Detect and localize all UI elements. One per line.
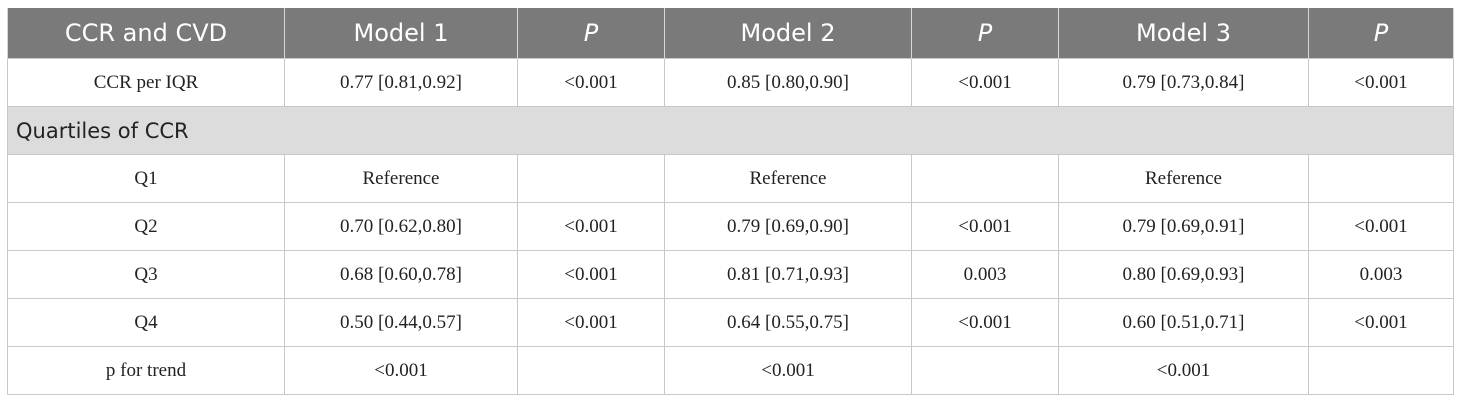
table-row-p-for-trend: p for trend <0.001 <0.001 <0.001 [7, 346, 1454, 395]
header-model-2: Model 2 [664, 8, 912, 59]
table-cell: Reference [284, 154, 518, 203]
section-row-quartiles: Quartiles of CCR [7, 106, 1454, 155]
table-cell: <0.001 [1308, 298, 1454, 347]
table-cell: 0.85 [0.80,0.90] [664, 58, 912, 107]
table-row-q2: Q2 0.70 [0.62,0.80] <0.001 0.79 [0.69,0.… [7, 202, 1454, 251]
table-cell: 0.77 [0.81,0.92] [284, 58, 518, 107]
table-row-q3: Q3 0.68 [0.60,0.78] <0.001 0.81 [0.71,0.… [7, 250, 1454, 299]
table-cell: <0.001 [1308, 58, 1454, 107]
table-cell: <0.001 [911, 58, 1059, 107]
table-cell [517, 346, 665, 395]
table-cell: <0.001 [284, 346, 518, 395]
section-label: Quartiles of CCR [7, 106, 1454, 155]
table-cell: 0.64 [0.55,0.75] [664, 298, 912, 347]
table-cell: 0.003 [911, 250, 1059, 299]
table-cell [517, 154, 665, 203]
row-label: Q3 [7, 250, 285, 299]
table-cell: 0.81 [0.71,0.93] [664, 250, 912, 299]
header-p-model-3: P [1308, 8, 1454, 59]
header-p-model-2: P [911, 8, 1059, 59]
table-cell: <0.001 [911, 298, 1059, 347]
header-model-1: Model 1 [284, 8, 518, 59]
row-label: Q2 [7, 202, 285, 251]
table-cell: <0.001 [664, 346, 912, 395]
table-cell: <0.001 [517, 250, 665, 299]
table-header-row: CCR and CVD Model 1 P Model 2 P Model 3 … [7, 8, 1454, 59]
table-cell: 0.80 [0.69,0.93] [1058, 250, 1309, 299]
header-model-3: Model 3 [1058, 8, 1309, 59]
table-cell [1308, 346, 1454, 395]
results-table-container: CCR and CVD Model 1 P Model 2 P Model 3 … [7, 8, 1454, 395]
table-cell: 0.68 [0.60,0.78] [284, 250, 518, 299]
table-cell: 0.003 [1308, 250, 1454, 299]
table-row-q1: Q1 Reference Reference Reference [7, 154, 1454, 203]
table-cell: <0.001 [1308, 202, 1454, 251]
table-cell [911, 154, 1059, 203]
row-label: Q1 [7, 154, 285, 203]
row-label: p for trend [7, 346, 285, 395]
table-cell [911, 346, 1059, 395]
table-cell: <0.001 [517, 298, 665, 347]
table-cell: Reference [1058, 154, 1309, 203]
results-table: CCR and CVD Model 1 P Model 2 P Model 3 … [7, 8, 1454, 395]
table-cell: <0.001 [911, 202, 1059, 251]
table-cell: <0.001 [1058, 346, 1309, 395]
table-cell: 0.60 [0.51,0.71] [1058, 298, 1309, 347]
table-cell: Reference [664, 154, 912, 203]
table-cell: 0.79 [0.69,0.91] [1058, 202, 1309, 251]
header-p-model-1: P [517, 8, 665, 59]
header-ccr-and-cvd: CCR and CVD [7, 8, 285, 59]
table-cell: 0.50 [0.44,0.57] [284, 298, 518, 347]
row-label: CCR per IQR [7, 58, 285, 107]
table-cell: <0.001 [517, 58, 665, 107]
table-cell: 0.70 [0.62,0.80] [284, 202, 518, 251]
table-row-ccr-per-iqr: CCR per IQR 0.77 [0.81,0.92] <0.001 0.85… [7, 58, 1454, 107]
row-label: Q4 [7, 298, 285, 347]
table-cell: 0.79 [0.69,0.90] [664, 202, 912, 251]
table-cell: <0.001 [517, 202, 665, 251]
table-cell [1308, 154, 1454, 203]
table-cell: 0.79 [0.73,0.84] [1058, 58, 1309, 107]
table-row-q4: Q4 0.50 [0.44,0.57] <0.001 0.64 [0.55,0.… [7, 298, 1454, 347]
